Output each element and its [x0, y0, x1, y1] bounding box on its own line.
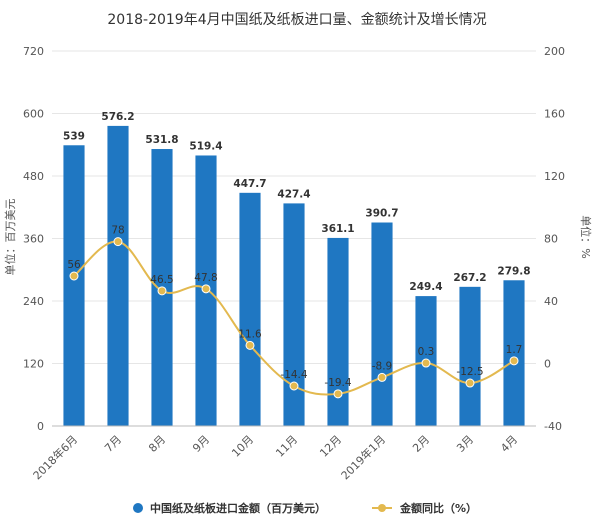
line-value-label: 11.6	[238, 328, 262, 340]
line-value-label: -19.4	[324, 377, 351, 389]
left-tick-label: 240	[23, 295, 44, 308]
right-tick-label: 160	[544, 108, 565, 121]
legend-bar-swatch	[133, 503, 143, 513]
bar	[459, 286, 481, 426]
line-value-label: 78	[111, 225, 124, 237]
line-point	[245, 340, 255, 350]
line-value-label: -12.5	[456, 366, 483, 378]
legend-line-swatch	[378, 504, 386, 512]
left-tick-label: 480	[23, 170, 44, 183]
x-tick-label: 2018年6月	[30, 432, 80, 482]
x-tick-label: 12月	[317, 433, 344, 460]
line-value-label: -8.9	[372, 360, 393, 372]
right-tick-label: 200	[544, 45, 565, 58]
bar	[63, 145, 85, 427]
x-tick-label: 2月	[410, 433, 432, 455]
x-tick-label: 9月	[190, 433, 212, 455]
bar-value-label: 576.2	[101, 111, 134, 123]
right-tick-label: 0	[544, 358, 551, 371]
line-point	[333, 389, 343, 399]
right-tick-label: 40	[544, 295, 558, 308]
line-value-label: 0.3	[418, 346, 435, 358]
chart-title: 2018-2019年4月中国纸及纸板进口量、金额统计及增长情况	[107, 12, 486, 28]
bar-value-label: 427.4	[277, 188, 310, 200]
right-tick-label: -40	[544, 420, 562, 433]
line-series: 56 78 46.5 47.8 11.6 -14.4 -19.4 -8.9 0.3 -12.5 1.…	[67, 225, 523, 399]
left-tick-label: 720	[23, 45, 44, 58]
left-tick-label: 360	[23, 233, 44, 246]
line-point	[201, 284, 211, 294]
bar	[327, 237, 349, 426]
legend-bar-label: 中国纸及纸板进口金额（百万美元）	[150, 501, 326, 515]
bar-value-label: 539	[63, 130, 85, 142]
right-y-axis: -40 0 40 80 120 160 200	[544, 45, 565, 433]
bar	[503, 280, 525, 426]
bar-value-label: 279.8	[497, 265, 530, 277]
line-point	[157, 286, 167, 296]
legend-line-label: 金额同比（%）	[399, 501, 477, 515]
bar-value-label: 361.1	[321, 223, 354, 235]
line-value-label: 1.7	[506, 344, 523, 356]
line-point	[377, 372, 387, 382]
x-tick-label: 7月	[102, 433, 124, 455]
bar	[239, 192, 261, 426]
bar-value-label: 267.2	[453, 272, 486, 284]
bar-value-label: 390.7	[365, 208, 398, 220]
line-value-label: -14.4	[280, 369, 307, 381]
line-value-label: 47.8	[194, 272, 217, 284]
right-axis-label: 单位：%	[579, 215, 593, 258]
left-tick-label: 0	[37, 420, 44, 433]
line-point	[465, 378, 475, 388]
left-axis-label: 单位：百万美元	[3, 199, 17, 276]
x-tick-label: 10月	[229, 433, 256, 460]
line-point	[289, 381, 299, 391]
bar-value-label: 531.8	[145, 134, 178, 146]
bar-value-label: 519.4	[189, 140, 222, 152]
bar	[107, 125, 129, 426]
x-tick-label: 4月	[498, 433, 520, 455]
left-tick-label: 600	[23, 108, 44, 121]
x-tick-label: 11月	[273, 433, 300, 460]
line-point	[69, 271, 79, 281]
right-tick-label: 80	[544, 233, 558, 246]
bar	[283, 203, 305, 426]
left-y-axis: 0 120 240 360 480 600 720	[23, 45, 44, 433]
line-point	[421, 358, 431, 368]
left-tick-label: 120	[23, 358, 44, 371]
line-point	[509, 356, 519, 366]
line-value-label: 46.5	[150, 274, 173, 286]
legend: 中国纸及纸板进口金额（百万美元） 金额同比（%）	[133, 501, 477, 515]
bar-value-label: 249.4	[409, 281, 442, 293]
x-tick-label: 8月	[146, 433, 168, 455]
x-tick-label: 3月	[454, 433, 476, 455]
x-tick-label: 2019年1月	[338, 432, 388, 482]
bar-value-label: 447.7	[233, 178, 266, 190]
line-value-label: 56	[67, 259, 81, 271]
bar	[371, 222, 393, 426]
right-tick-label: 120	[544, 170, 565, 183]
line-point	[113, 237, 123, 247]
